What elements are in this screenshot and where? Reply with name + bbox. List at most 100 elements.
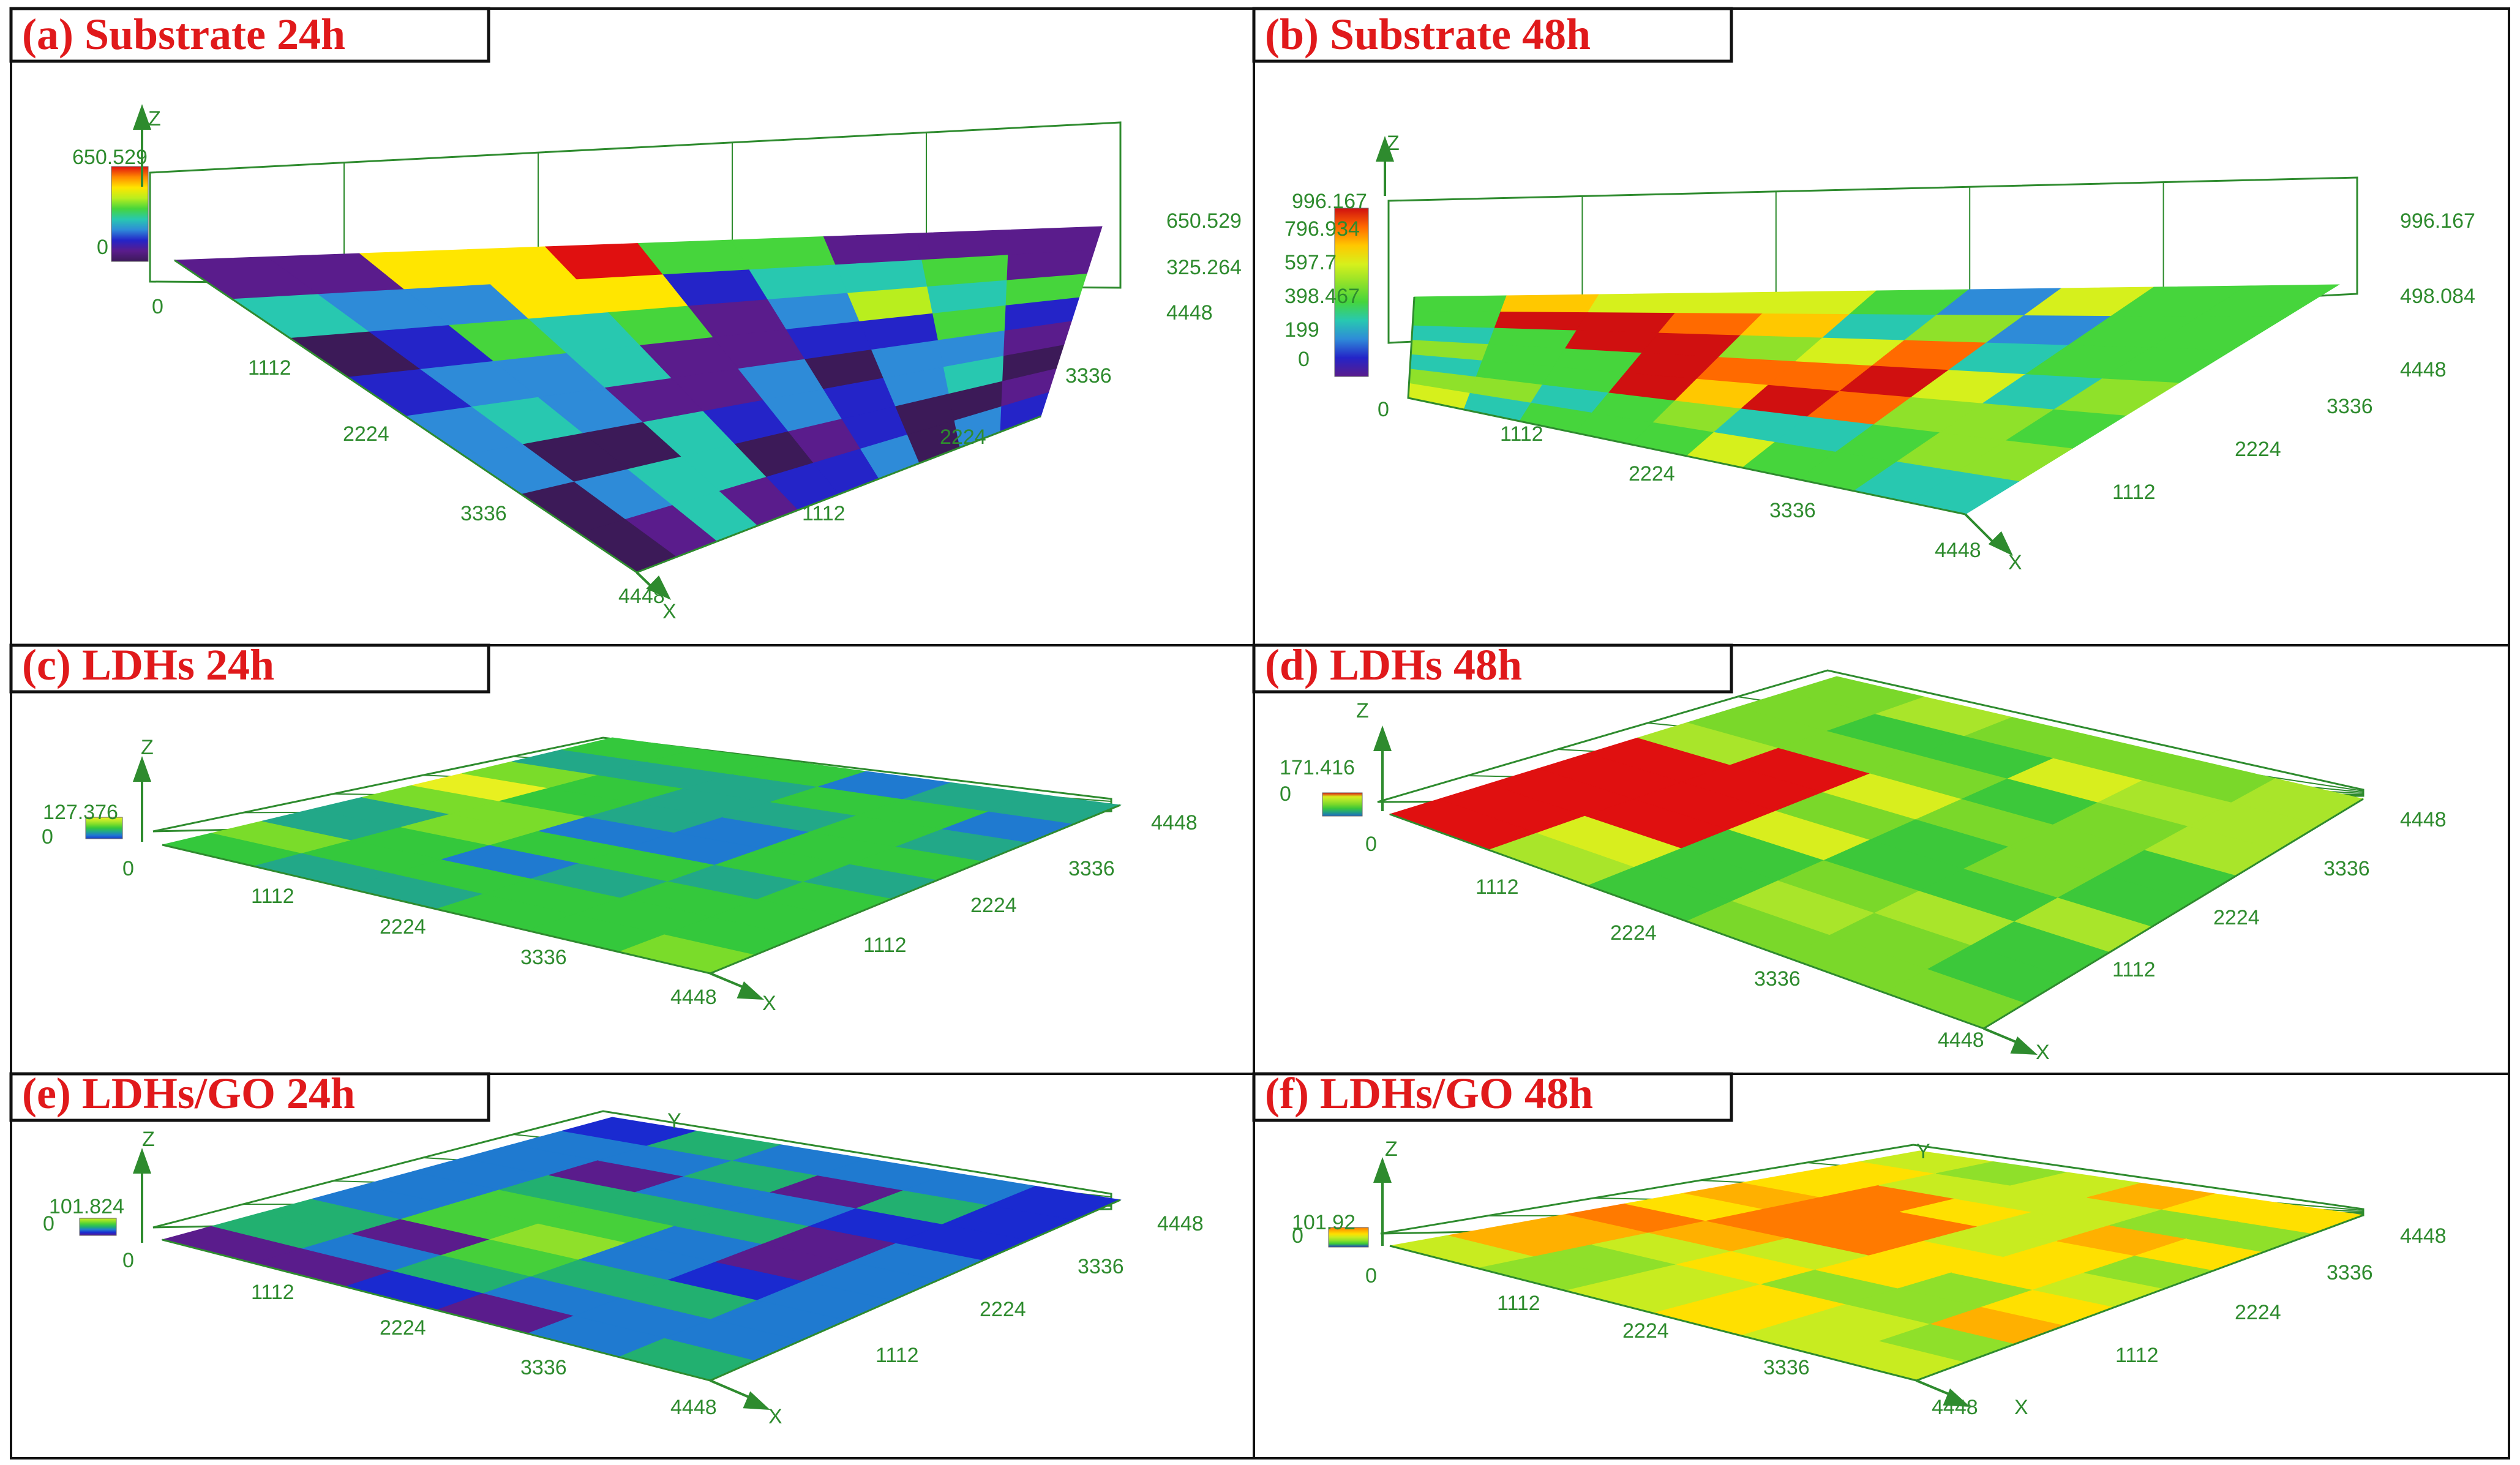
left-axis-tick: 3336 — [1763, 1356, 1810, 1379]
surface-cell — [1412, 311, 1501, 329]
color-scale-bar — [1322, 792, 1363, 817]
right-axis-tick: 4448 — [2400, 1224, 2447, 1248]
panel-title-box — [1252, 7, 1733, 63]
y-axis-label: Y — [1916, 1140, 1930, 1163]
color-scale-max: 127.376 — [43, 801, 118, 824]
x-axis-arrowhead — [2010, 1036, 2038, 1055]
left-axis-tick: 4448 — [670, 986, 717, 1009]
z-axis-tick: 650.529 — [1166, 209, 1242, 233]
right-axis-tick: 3336 — [1078, 1255, 1124, 1278]
panel-title-box — [1252, 643, 1733, 694]
x-axis-arrowhead — [1988, 531, 2013, 556]
panel-f: 101.920ZXY011122224333644484448333622241… — [1252, 1069, 2510, 1459]
color-scale-max: 996.167 — [1292, 190, 1367, 213]
panel-title: (e) LDHs/GO 24h — [22, 1069, 355, 1118]
color-scale-tick: 0 — [1280, 782, 1291, 806]
surface-cell — [730, 236, 836, 271]
z-axis-label: Z — [141, 736, 154, 759]
x-axis-arrowhead — [646, 575, 671, 600]
panel-d: 171.416 0 Z X 0 1112 2224 3336 4448 4448 3336 2224 1… — [1252, 640, 2510, 1075]
x-axis-label: X — [2014, 1396, 2028, 1419]
x-axis-label: X — [662, 600, 677, 623]
right-axis-tick: 2224 — [2213, 906, 2260, 929]
color-scale-tick: 0 — [97, 236, 108, 259]
color-scale-bar — [85, 817, 123, 839]
x-axis-line — [1916, 1379, 1954, 1397]
panel-c: 127.3760ZX011122224333644484448333622241… — [9, 640, 1255, 1075]
left-axis-tick: 3336 — [520, 1356, 567, 1379]
left-axis-tick: 1112 — [1500, 422, 1543, 446]
panel-title: (c) LDHs 24h — [22, 640, 274, 689]
surface-plot — [1389, 676, 2364, 1029]
left-axis-tick: 2224 — [380, 1316, 426, 1339]
z-axis-arrowhead — [1376, 136, 1394, 162]
left-axis-tick: 4448 — [1935, 539, 1981, 562]
panel-e: 101.8240ZXY01112222433364448444833362224… — [9, 1069, 1255, 1459]
z-axis-tick: 996.167 — [2400, 209, 2475, 233]
x-axis-arrowhead — [1943, 1388, 1970, 1407]
surface-plot — [162, 737, 1122, 974]
z-axis-label: Z — [148, 107, 161, 130]
surface-plot — [1408, 284, 2340, 515]
x-axis-label: X — [768, 1405, 782, 1428]
panel-title: (a) Substrate 24h — [22, 10, 345, 59]
right-axis-tick: 3336 — [2327, 395, 2373, 418]
color-scale-tick: 0 — [1292, 1224, 1303, 1248]
surface-cell — [1413, 295, 1507, 313]
left-axis-tick: 3336 — [1769, 499, 1816, 522]
color-scale-max: 171.416 — [1280, 756, 1355, 779]
color-scale-max: 101.824 — [49, 1195, 124, 1218]
left-axis-tick: 4448 — [618, 585, 665, 608]
surface-cell — [1575, 312, 1676, 334]
z-axis-tick: 325.264 — [1166, 256, 1242, 279]
panel-title: (f) LDHs/GO 48h — [1265, 1069, 1593, 1118]
right-axis-tick: 3336 — [1065, 364, 1112, 388]
color-scale-tick: 597.7 — [1284, 251, 1337, 274]
x-axis-arrowhead — [737, 981, 764, 1000]
right-axis-tick: 1112 — [2112, 958, 2156, 981]
color-scale-max: 650.529 — [72, 146, 148, 169]
left-axis-tick: 2224 — [380, 915, 426, 939]
left-axis-tick: 1112 — [1476, 875, 1519, 899]
left-axis-tick: 4448 — [1938, 1028, 1984, 1052]
surface-cell — [1587, 293, 1693, 314]
left-axis-tick: 3336 — [520, 946, 567, 969]
z-axis-tick: 4448 — [2400, 358, 2447, 381]
left-axis-tick: 4448 — [670, 1396, 717, 1419]
z-axis-label: Z — [1387, 132, 1400, 155]
left-axis-tick: 2224 — [343, 422, 389, 446]
x-axis-label: X — [2036, 1041, 2050, 1064]
left-axis-tick: 0 — [1365, 1264, 1377, 1287]
left-axis-tick: 4448 — [1932, 1396, 1978, 1419]
surface-plot — [1389, 1150, 2364, 1381]
axis-box — [149, 121, 1122, 289]
color-scale-bar — [1334, 208, 1369, 377]
panel-title-box — [1252, 1072, 1733, 1122]
panel-title: (b) Substrate 48h — [1265, 10, 1591, 59]
x-axis-label: X — [2008, 551, 2022, 574]
surface-cell — [916, 229, 1010, 261]
color-scale-bar — [1328, 1227, 1369, 1248]
right-axis-tick: 3336 — [2323, 857, 2370, 880]
right-axis-tick: 4448 — [2400, 808, 2447, 831]
panel-title-box — [9, 7, 490, 63]
surface-cell — [1500, 294, 1600, 313]
surface-plot — [161, 1117, 1122, 1381]
x-axis-line — [1964, 513, 1997, 546]
left-axis-tick: 0 — [1378, 398, 1389, 421]
color-scale-bar — [79, 1218, 117, 1236]
left-axis-tick: 2224 — [1622, 1319, 1669, 1343]
z-axis-label: Z — [1356, 699, 1369, 722]
z-axis-tick: 4448 — [1166, 301, 1213, 324]
z-axis-label: Z — [1385, 1137, 1398, 1161]
right-axis-tick: 1112 — [863, 934, 907, 957]
z-axis-arrowhead — [133, 104, 151, 130]
right-axis-tick: 1112 — [2112, 481, 2156, 504]
right-axis-tick: 2224 — [2235, 438, 2281, 461]
x-axis-label: X — [762, 992, 776, 1015]
right-axis-tick: 4448 — [1157, 1212, 1204, 1235]
color-scale-tick: 0 — [42, 825, 53, 849]
panel-b: 996.167 796.934 597.7 398.467 199 0 Z X 0 1112 222… — [1252, 7, 2510, 646]
panel-title: (d) LDHs 48h — [1265, 640, 1522, 689]
